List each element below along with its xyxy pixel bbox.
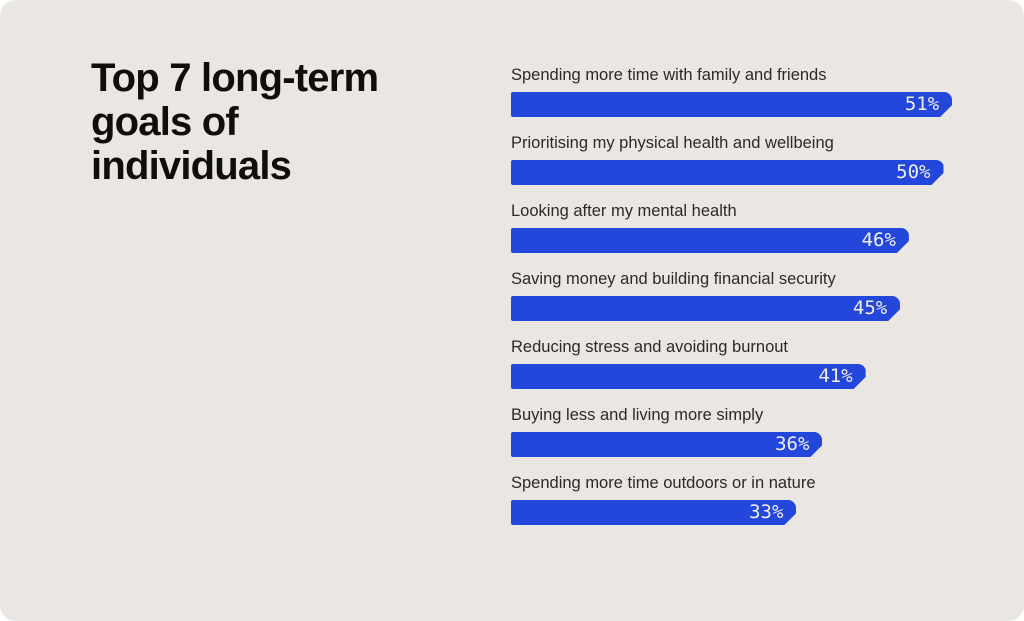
- bar-track: 41%: [511, 364, 981, 389]
- chart-title: Top 7 long-term goals of individuals: [91, 56, 379, 188]
- bar-segment: 41%: [511, 364, 866, 389]
- bar-group: Spending more time with family and frien…: [511, 64, 981, 117]
- bar-segment: 46%: [511, 228, 909, 253]
- bar-track: 50%: [511, 160, 981, 185]
- bar-group: Reducing stress and avoiding burnout 41%: [511, 336, 981, 389]
- bar-group: Looking after my mental health 46%: [511, 200, 981, 253]
- bar-value-label: 51%: [904, 93, 940, 115]
- bar-value-label: 50%: [896, 161, 931, 183]
- bar-segment: 51%: [511, 92, 952, 117]
- bar-segment: 45%: [511, 296, 900, 321]
- bar-group: Buying less and living more simply 36%: [511, 404, 981, 457]
- bar-value-label: 33%: [749, 501, 784, 523]
- bar-category-label: Spending more time with family and frien…: [511, 66, 827, 84]
- bar-category-label: Buying less and living more simply: [511, 406, 764, 424]
- bar-group: Prioritising my physical health and well…: [511, 132, 981, 185]
- bar-segment: 36%: [511, 432, 822, 457]
- bar-track: 36%: [511, 432, 981, 457]
- bar-category-label: Reducing stress and avoiding burnout: [511, 338, 789, 356]
- bar-track: 46%: [511, 228, 981, 253]
- bar-group: Saving money and building financial secu…: [511, 268, 981, 321]
- bar-category-label: Spending more time outdoors or in nature: [511, 474, 816, 492]
- bar-group: Spending more time outdoors or in nature…: [511, 472, 981, 525]
- bar-track: 51%: [511, 92, 981, 117]
- bar-value-label: 46%: [861, 229, 896, 251]
- bar-chart: Spending more time with family and frien…: [511, 64, 981, 525]
- bar-value-label: 41%: [818, 365, 853, 387]
- bar-category-label: Saving money and building financial secu…: [511, 270, 836, 288]
- bar-value-label: 36%: [775, 433, 810, 455]
- bar-track: 33%: [511, 500, 981, 525]
- bar-track: 45%: [511, 296, 981, 321]
- bar-category-label: Prioritising my physical health and well…: [511, 134, 834, 152]
- bar-segment: 50%: [511, 160, 944, 185]
- bar-value-label: 45%: [852, 297, 888, 319]
- bar-segment: 33%: [511, 500, 796, 525]
- bar-category-label: Looking after my mental health: [511, 202, 737, 220]
